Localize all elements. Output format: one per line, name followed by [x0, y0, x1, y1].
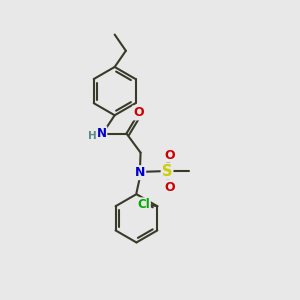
Text: N: N — [96, 127, 106, 140]
Text: O: O — [133, 106, 143, 119]
Text: O: O — [164, 181, 175, 194]
Text: S: S — [162, 164, 172, 179]
Text: O: O — [164, 148, 175, 161]
Text: N: N — [135, 166, 145, 179]
Text: H: H — [88, 131, 96, 141]
Text: Cl: Cl — [137, 198, 150, 211]
